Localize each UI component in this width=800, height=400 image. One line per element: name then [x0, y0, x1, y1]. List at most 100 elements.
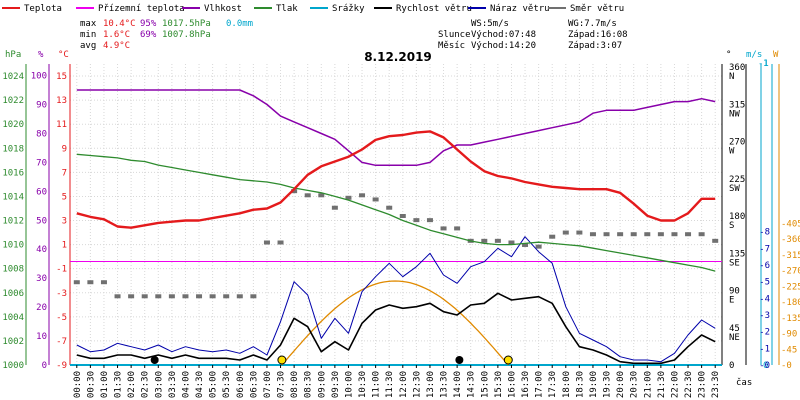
legend-item-srazky: Srážky	[310, 4, 365, 14]
temperature-tick-label: -7	[56, 337, 67, 347]
x-tick-label: 20:00	[616, 371, 626, 398]
wind-direction-point	[562, 230, 569, 235]
direction-tick-label: S	[729, 221, 734, 231]
humidity-tick-label: 100	[31, 72, 47, 82]
x-tick-label: 11:00	[372, 371, 382, 398]
temperature-tick-label: 3	[62, 217, 67, 227]
legend-label-rychlost-vetru: Rychlost větru	[396, 4, 472, 14]
wind-direction-point	[535, 244, 542, 249]
wind-direction-point	[168, 294, 175, 299]
pressure-tick-label: 1016	[2, 168, 24, 178]
x-tick-label: 09:00	[317, 371, 327, 398]
x-tick-label: 12:30	[412, 371, 422, 398]
rain-axis-unit: m/s	[746, 50, 762, 60]
pressure-tick-label: 1002	[2, 337, 24, 347]
direction-tick-value: 90	[729, 287, 740, 297]
series-vlhkost	[76, 89, 716, 167]
direction-tick-value: 270	[729, 138, 745, 148]
wind-direction-point	[617, 232, 624, 237]
x-tick-label: 09:30	[331, 371, 341, 398]
wind-direction-point	[304, 193, 311, 198]
x-tick-label: 04:30	[195, 371, 205, 398]
legend-item-teplota: Teplota	[2, 4, 62, 14]
pressure-tick-label: 1024	[2, 72, 24, 82]
stats-min-press: 1007.8hPa	[162, 30, 211, 40]
legend-item-naraz-vetru: Náraz větru	[468, 4, 550, 14]
direction-tick-value: 360	[729, 63, 745, 73]
x-tick-label: 12:00	[399, 371, 409, 398]
wind-direction-point	[698, 232, 705, 237]
rain-tick-label: 1	[763, 59, 768, 69]
x-tick-label: 08:30	[304, 371, 314, 398]
solar-tick-label: -225	[781, 282, 800, 292]
moonrise-marker	[455, 356, 464, 364]
solar-tick-label: -90	[781, 330, 797, 340]
x-tick-label: 11:30	[385, 371, 395, 398]
chart-title: 8.12.2019	[364, 50, 432, 64]
pressure-axis-unit: hPa	[5, 50, 21, 60]
temperature-tick-label: -5	[56, 313, 67, 323]
humidity-tick-label: 60	[36, 187, 47, 197]
x-tick-label: 14:30	[467, 371, 477, 398]
x-tick-label: 00:30	[86, 371, 96, 398]
direction-tick-value: 0	[729, 361, 734, 371]
wind-direction-point	[712, 238, 719, 243]
direction-tick-label: W	[729, 147, 735, 157]
solar-tick-label: -270	[781, 267, 800, 277]
wind-stat-ws: WS:5m/s	[471, 19, 509, 29]
wind-direction-point	[236, 294, 243, 299]
humidity-tick-label: 30	[36, 274, 47, 284]
x-tick-label: 22:00	[670, 371, 680, 398]
x-tick-label: 20:30	[630, 371, 640, 398]
legend-item-tlak: Tlak	[254, 4, 298, 14]
markers-layer	[150, 355, 513, 365]
wind-speed-tick-label: -3	[759, 311, 770, 321]
pressure-tick-label: 1000	[2, 361, 24, 371]
wind-direction-point	[87, 280, 94, 285]
pressure-tick-label: 1012	[2, 217, 24, 227]
wind-direction-point	[522, 242, 529, 247]
wind-direction-point	[277, 240, 284, 245]
wind-speed-tick-label: -0	[759, 361, 770, 371]
left-axes: 1024102210201018101610141012101010081006…	[2, 64, 71, 371]
pressure-tick-label: 1006	[2, 289, 24, 299]
wind-direction-point	[630, 232, 637, 237]
x-tick-label: 16:30	[521, 371, 531, 398]
stats-rain: 0.0mm	[226, 19, 253, 29]
wind-direction-point	[250, 294, 257, 299]
wind-direction-point	[372, 197, 379, 202]
x-tick-label: 03:30	[168, 371, 178, 398]
x-tick-label: 01:00	[100, 371, 110, 398]
direction-tick-value: 180	[729, 212, 745, 222]
x-tick-label: 01:30	[114, 371, 124, 398]
x-tick-label: 18:00	[562, 371, 572, 398]
x-tick-label: 05:30	[222, 371, 232, 398]
wind-sun-block: WS:5m/s WG:7.7m/s Slunce Východ:07:48 Zá…	[438, 19, 628, 51]
wind-direction-point	[399, 214, 406, 218]
pressure-tick-label: 1008	[2, 265, 24, 275]
direction-tick-value: 225	[729, 175, 745, 185]
pressure-tick-label: 1010	[2, 241, 24, 251]
x-tick-label: 18:30	[575, 371, 585, 398]
wind-direction-point	[657, 232, 664, 237]
wind-direction-point	[128, 294, 135, 299]
x-tick-label: 21:30	[657, 371, 667, 398]
wind-speed-tick-label: -4	[759, 294, 770, 304]
stats-block: max 10.4°C 95% 1017.5hPa 0.0mm min 1.6°C…	[80, 19, 253, 51]
wind-direction-point	[685, 232, 692, 237]
temperature-tick-label: -3	[56, 289, 67, 299]
humidity-tick-label: 80	[36, 129, 47, 139]
solar-tick-label: -405	[781, 219, 800, 229]
x-tick-label: 07:30	[277, 371, 287, 398]
wind-speed-tick-label: -2	[759, 328, 770, 338]
wind-speed-tick-label: -7	[759, 244, 770, 254]
wind-direction-point	[508, 240, 515, 245]
direction-tick-value: 315	[729, 100, 745, 110]
legend-label-tlak: Tlak	[276, 4, 298, 14]
pressure-tick-label: 1004	[2, 313, 24, 323]
stats-max-temp: 10.4°C	[103, 19, 136, 29]
sunrise-marker	[277, 355, 287, 365]
